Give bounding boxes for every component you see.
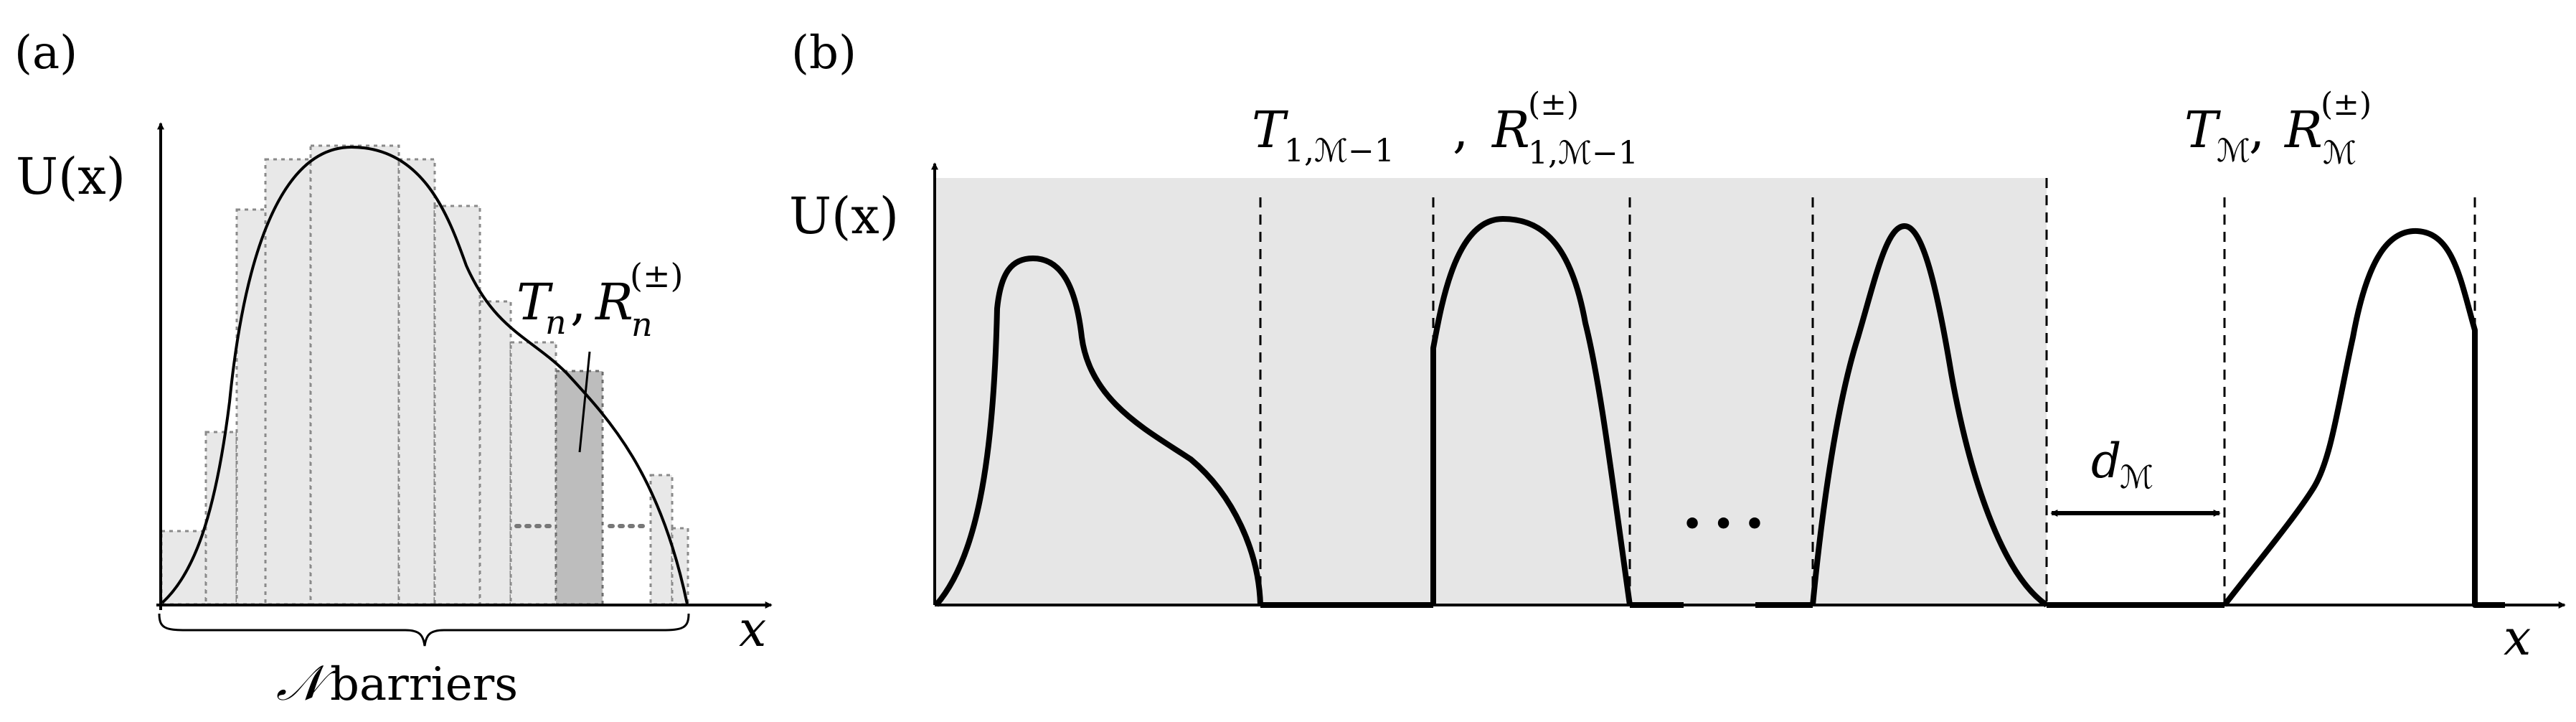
barrier-2-curve <box>1430 216 1633 606</box>
left-R-sup: (±) <box>1528 86 1579 123</box>
barrier-boundaries <box>1259 178 2476 605</box>
slice-rect <box>478 300 512 606</box>
panel-b: (b) • • • U(x) x <box>789 27 2566 667</box>
x-axis-label: x <box>2504 610 2531 667</box>
right-comma: , <box>2249 100 2265 159</box>
panel-a-label: (a) <box>14 27 77 80</box>
left-R-sub: 1,ℳ−1 <box>1528 135 1638 172</box>
left-R: R <box>1491 100 1530 159</box>
y-axis-label: U(x) <box>16 147 126 206</box>
potential-curve <box>161 145 689 605</box>
barrier-4-curve <box>2222 228 2505 608</box>
gap-label: d <box>2091 433 2121 489</box>
gap-label-sub: ℳ <box>2120 459 2153 496</box>
brace-symbol: 𝒩 <box>276 655 337 712</box>
slice-rect <box>509 341 557 606</box>
barrier-ellipsis: • • • <box>1682 506 1765 543</box>
barrier-brace <box>158 613 690 647</box>
left-T: T <box>1252 100 1288 159</box>
x-axis-label: x <box>739 601 766 658</box>
left-comma: , <box>1453 100 1468 159</box>
right-R: R <box>2283 100 2323 159</box>
right-T-sub: ℳ <box>2217 133 2250 169</box>
annotation-T: T <box>516 273 553 332</box>
annotation-R-sup: (±) <box>630 256 683 295</box>
annotation-T-sub: n <box>545 303 567 342</box>
slice-rect <box>433 205 481 606</box>
annotation-R: R <box>594 273 633 332</box>
slice-rect <box>264 158 312 606</box>
barrier-3-curve <box>1810 223 2049 608</box>
annotation-pointer <box>578 351 591 453</box>
panel-b-label: (b) <box>791 27 857 80</box>
slice-annotation: T n , R (±) n <box>516 256 683 453</box>
barrier-1-curve <box>933 255 1263 607</box>
brace-text: barriers <box>330 658 518 711</box>
right-R-sup: (±) <box>2321 86 2372 123</box>
slice-rect <box>309 144 400 606</box>
group-annotation-left: T 1,ℳ−1 , R (±) 1,ℳ−1 <box>1252 86 1638 172</box>
annotation-comma: , <box>570 273 586 332</box>
right-R-sub: ℳ <box>2323 135 2356 172</box>
y-axis-label: U(x) <box>789 187 899 245</box>
staircase-approximation <box>160 144 689 606</box>
shaded-region <box>935 178 2047 605</box>
group-annotation-right: T ℳ , R (±) ℳ <box>2184 86 2372 172</box>
annotation-R-sub: n <box>631 305 653 344</box>
left-T-sub: 1,ℳ−1 <box>1284 133 1395 169</box>
panel-a: (a) U(x) x T n <box>14 27 773 712</box>
right-T: T <box>2184 100 2221 159</box>
slice-rect <box>397 158 436 606</box>
